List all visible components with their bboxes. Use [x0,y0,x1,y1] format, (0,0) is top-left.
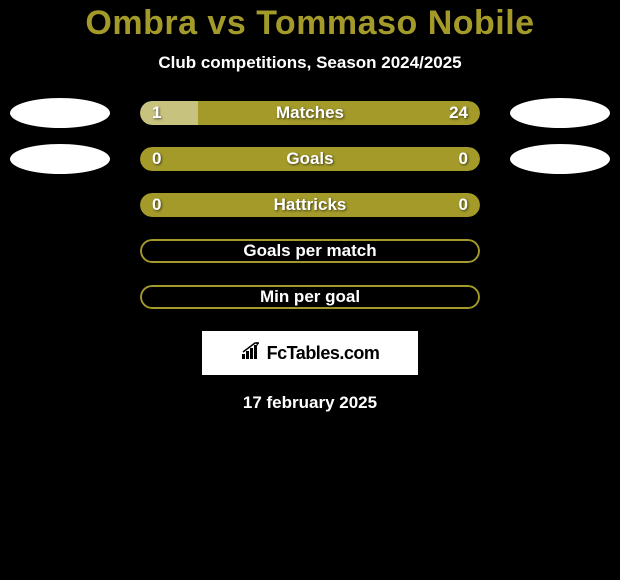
stat-bar: 0 0 Hattricks [140,193,480,217]
stat-left-value: 1 [152,103,161,123]
player-left-avatar [10,98,110,128]
stat-left-value: 0 [152,149,161,169]
stat-row: 0 0 Goals [0,147,620,171]
avatar-icon [10,98,110,128]
stat-label: Matches [276,103,344,123]
page-subtitle: Club competitions, Season 2024/2025 [0,53,620,73]
stat-row: 1 24 Matches [0,101,620,125]
stats-section: 1 24 Matches 0 0 Goals 0 0 Hattricks Goals per ma… [0,101,620,309]
page-title: Ombra vs Tommaso Nobile [0,4,620,43]
stat-label: Min per goal [260,287,360,307]
stat-bar: 0 0 Goals [140,147,480,171]
player-right-avatar [510,144,610,174]
bar-left-portion [140,101,198,125]
stat-right-value: 0 [459,149,468,169]
avatar-icon [10,144,110,174]
avatar-icon [510,144,610,174]
brand-text: FcTables.com [267,343,380,364]
stat-row: Min per goal [0,285,620,309]
player-right-avatar [510,98,610,128]
player-left-avatar [10,144,110,174]
stat-right-value: 0 [459,195,468,215]
stat-bar: Goals per match [140,239,480,263]
stat-row: Goals per match [0,239,620,263]
stat-bar: Min per goal [140,285,480,309]
brand-logo: FcTables.com [202,331,418,375]
stat-label: Hattricks [274,195,347,215]
stat-right-value: 24 [449,103,468,123]
stat-label: Goals per match [243,241,376,261]
comparison-card: Ombra vs Tommaso Nobile Club competition… [0,0,620,580]
stat-bar: 1 24 Matches [140,101,480,125]
avatar-icon [510,98,610,128]
stat-row: 0 0 Hattricks [0,193,620,217]
stat-label: Goals [286,149,333,169]
stat-left-value: 0 [152,195,161,215]
chart-icon [241,342,263,365]
date-label: 17 february 2025 [0,393,620,413]
